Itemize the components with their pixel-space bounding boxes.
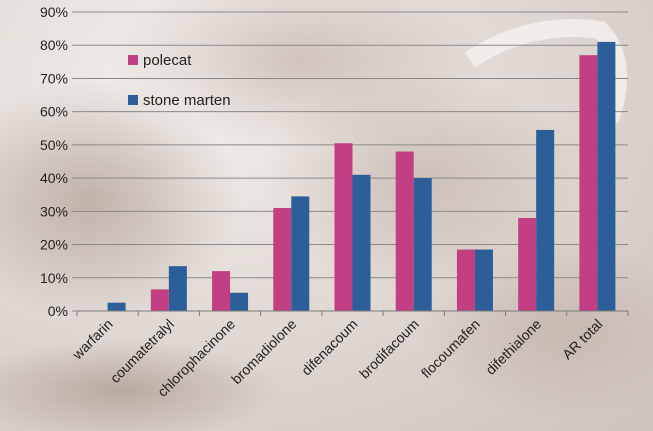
legend-swatch [128,55,138,65]
y-tick-label: 50% [40,137,68,153]
y-tick-label: 40% [40,170,68,186]
bar-stone-marten-AR-total [597,41,616,312]
y-tick-label: 80% [40,37,68,53]
bar-stone-marten-brodifacoum [413,178,432,311]
bar-stone-marten-chlorophacinone [230,292,249,311]
bar-stone-marten-bromadiolone [291,196,310,311]
bar-stone-marten-coumatetralyl [168,266,187,311]
y-tick-label: 60% [40,104,68,120]
x-tick-label: bromadiolone [228,316,299,387]
legend-label: stone marten [143,92,231,109]
bar-polecat-AR-total [579,55,598,311]
x-tick-label: flocoumafen [418,316,483,381]
y-tick-label: 20% [40,237,68,253]
x-tick-label: AR total [559,316,606,363]
x-tick-label: warfarin [68,316,115,363]
x-tick-label: brodifacoum [356,316,422,382]
bar-polecat-flocoumafen [456,249,475,311]
y-tick-label: 30% [40,203,68,219]
legend-swatch [128,95,138,105]
bar-stone-marten-difethialone [536,129,555,311]
bar-polecat-difenacoum [334,143,353,311]
legend-label: polecat [143,52,192,69]
bar-polecat-difethialone [518,217,537,311]
bar-polecat-bromadiolone [273,208,292,311]
bar-stone-marten-flocoumafen [474,249,493,311]
bar-polecat-coumatetralyl [150,289,169,311]
x-tick-label: difethialone [482,316,544,378]
y-tick-label: 90% [40,4,68,20]
bars [107,41,616,312]
y-tick-label: 0% [48,303,68,319]
bar-stone-marten-warfarin [107,302,126,311]
bar-stone-marten-difenacoum [352,174,371,311]
bar-polecat-chlorophacinone [212,271,231,311]
bar-polecat-brodifacoum [395,151,414,311]
legend: polecat stone marten [128,52,231,109]
x-tick-label: difenacoum [298,316,361,379]
y-tick-label: 70% [40,70,68,86]
y-tick-label: 10% [40,270,68,286]
